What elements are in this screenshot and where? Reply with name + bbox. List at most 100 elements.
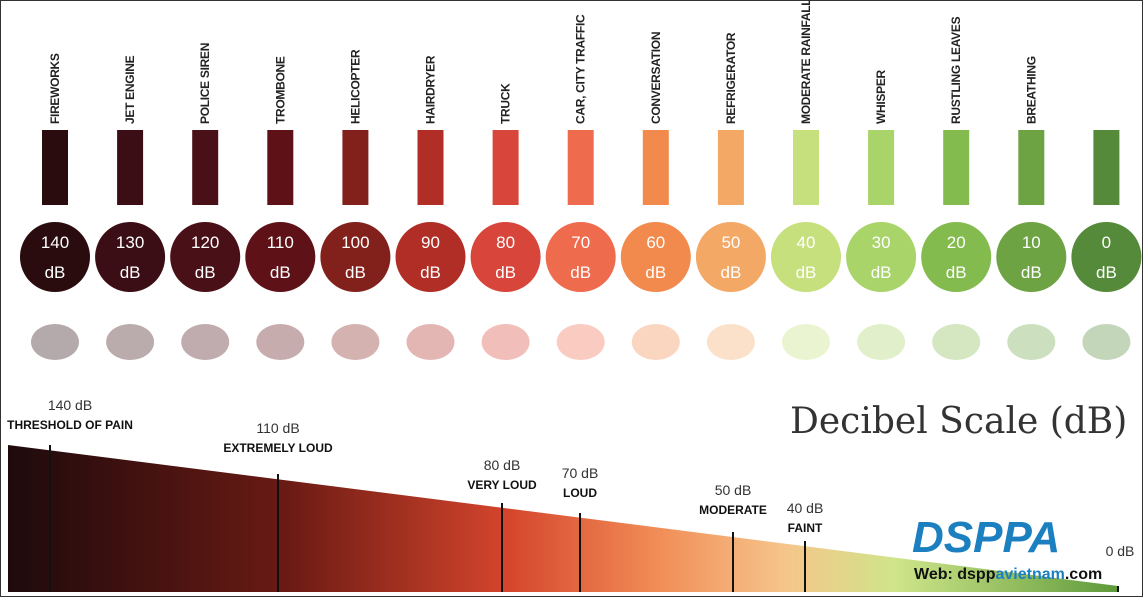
level-unit: dB [420,263,441,282]
source-label: REFRIGERATOR [724,32,738,124]
icon [481,324,530,360]
level-value: 110 [267,233,294,252]
source-label: BREATHING [1024,56,1038,124]
level-value: 120 [191,233,219,252]
brand: DSPPA [912,513,1060,562]
level-bar [117,130,144,205]
level-unit: dB [270,263,291,282]
web-highlight: avietnam [995,566,1064,583]
level-bar [793,130,819,205]
icon [782,324,830,360]
level-unit: dB [796,263,817,282]
level-unit: dB [495,263,516,282]
icon [1007,324,1056,360]
source-label: WHISPER [874,69,888,124]
level-bar [267,130,294,205]
marker-level: 70 dB [562,465,599,481]
icon [256,324,305,360]
level-circle [245,222,316,292]
level-bar [567,130,594,205]
level-bar [192,130,219,205]
marker-label: VERY LOUD [467,478,537,492]
level-circle [921,222,992,292]
level-unit: dB [570,263,591,282]
source-label: HELICOPTER [348,49,362,124]
source-label: FIREWORKS [48,53,62,124]
level-value: 80 [496,233,515,252]
level-bar [417,130,444,205]
source-label: TRUCK [499,83,513,124]
level-value: 10 [1022,233,1041,252]
level-circle [545,222,616,292]
marker-level: 50 dB [715,482,752,498]
level-bar [42,130,68,205]
icon [1082,324,1131,360]
source-label: RUSTLING LEAVES [949,16,963,124]
level-value: 50 [721,233,740,252]
level-circle [470,222,541,292]
scale-wedge [8,445,1118,592]
level-value: 100 [341,233,369,252]
icon [932,324,981,360]
marker-label: THRESHOLD OF PAIN [7,418,133,432]
level-circle [846,222,917,292]
level-bar [342,130,369,205]
icon [556,324,605,360]
level-value: 20 [947,233,966,252]
level-bar [868,130,895,205]
level-unit: dB [871,263,892,282]
level-value: 90 [421,233,440,252]
level-unit: dB [721,263,742,282]
level-unit: dB [946,263,967,282]
level-value: 70 [571,233,590,252]
website: Web: dsppavietnam.com [914,566,1102,583]
level-value: 140 [41,233,69,252]
level-circle [170,222,241,292]
level-unit: dB [1021,263,1042,282]
level-value: 30 [872,233,891,252]
source-label: CAR, CITY TRAFFIC [574,14,588,124]
source-label: JET ENGINE [123,55,137,124]
level-circle [1071,222,1142,292]
level-circle [95,222,166,292]
level-circle [620,222,691,292]
level-circle [20,222,90,292]
title: Decibel Scale (dB) [790,401,1127,442]
level-unit: dB [645,263,666,282]
icon [406,324,455,360]
source-label: MODERATE RAINFALL [799,0,813,124]
level-unit: dB [195,263,216,282]
level-value: 130 [116,233,144,252]
marker-label: LOUD [563,486,597,500]
marker-label: FAINT [788,521,823,535]
level-circle [996,222,1067,292]
level-unit: dB [45,263,66,282]
source-label: CONVERSATION [649,32,663,124]
marker-label: MODERATE [699,503,767,517]
level-bar [943,130,970,205]
web-prefix: Web: dspp [914,566,996,583]
source-label: HAIRDRYER [424,55,438,124]
level-unit: dB [345,263,366,282]
source-label: TROMBONE [273,56,287,124]
marker-label: EXTREMELY LOUD [223,441,333,455]
level-bar [642,130,669,205]
marker-level: 140 dB [48,397,92,413]
marker-level: 40 dB [787,500,824,516]
icon [706,324,755,360]
marker-level: 110 dB [256,420,299,436]
level-value: 0 [1102,233,1111,252]
icon [106,324,155,360]
level-unit: dB [1096,263,1117,282]
icon [631,324,680,360]
level-bar [492,130,519,205]
level-unit: dB [120,263,141,282]
marker-level: 0 dB [1106,543,1135,559]
level-value: 40 [797,233,816,252]
icon [181,324,230,360]
level-value: 60 [646,233,665,252]
level-bar [1093,130,1120,205]
level-circle [395,222,466,292]
source-label: POLICE SIREN [198,43,212,124]
